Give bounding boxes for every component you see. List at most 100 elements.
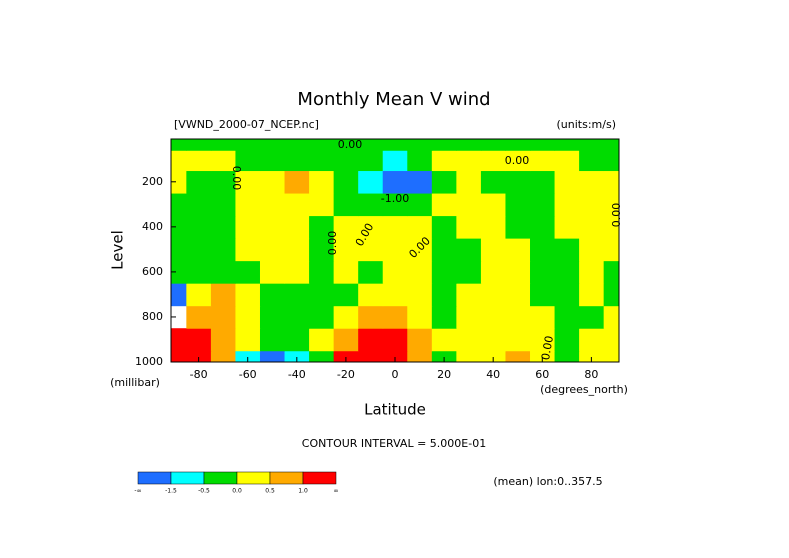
- x-tick-label: -40: [288, 368, 306, 381]
- field-cell: [186, 215, 212, 239]
- field-cell: [259, 260, 286, 284]
- field-cell: [186, 328, 212, 352]
- field-cell: [382, 305, 408, 329]
- field-cell: [603, 238, 620, 262]
- field-cell: [407, 193, 433, 217]
- field-cell: [186, 238, 212, 262]
- field-cell: [186, 170, 212, 194]
- y-axis-units: (millibar): [110, 376, 160, 389]
- field-cell: [186, 260, 212, 284]
- field-cell: [235, 150, 261, 172]
- field-cell: [579, 150, 605, 172]
- field-cell: [579, 328, 605, 352]
- field-cell: [603, 150, 620, 172]
- x-tick-label: 60: [535, 368, 549, 381]
- field-cell: [407, 139, 433, 151]
- field-cell: [407, 350, 433, 363]
- field-cell: [235, 260, 261, 284]
- field-cell: [530, 139, 556, 151]
- field-cell: [505, 170, 531, 194]
- field-cell: [171, 328, 187, 352]
- colorbar-box: [170, 471, 205, 485]
- field-cell: [382, 350, 408, 363]
- field-cell: [530, 350, 556, 363]
- colorbar-box: [269, 471, 304, 485]
- field-cell: [284, 170, 310, 194]
- field-cell: [309, 350, 335, 363]
- field-cell: [530, 260, 556, 284]
- field-cell: [210, 215, 236, 239]
- field-cell: [407, 215, 433, 239]
- field-cell: [309, 283, 335, 307]
- field-cell: [579, 305, 605, 329]
- field-cell: [333, 350, 359, 363]
- field-cell: [554, 215, 580, 239]
- field-cell: [333, 139, 359, 151]
- field-cell: [480, 150, 506, 172]
- field-cell: [210, 193, 236, 217]
- y-tick-label: 600: [142, 265, 163, 278]
- field-cell: [284, 328, 310, 352]
- colorbar-box: [236, 471, 271, 485]
- colorbar-label: 0.5: [265, 488, 275, 495]
- field-cell: [171, 260, 187, 284]
- field-cell: [210, 139, 236, 151]
- field-cell: [284, 238, 310, 262]
- field-cell: [259, 350, 286, 363]
- field-cell: [235, 193, 261, 217]
- contour-label: 0.00: [326, 231, 339, 256]
- field-cell: [358, 193, 384, 217]
- y-tick-label: 200: [142, 175, 163, 188]
- field-cell: [333, 328, 359, 352]
- field-cell: [480, 193, 506, 217]
- field-cell: [358, 215, 384, 239]
- x-tick-label: 20: [437, 368, 451, 381]
- colorbar-label: -1.5: [165, 488, 177, 495]
- field-cell: [554, 139, 580, 151]
- field-cell: [456, 260, 482, 284]
- field-cell: [333, 193, 359, 217]
- field-cell: [480, 305, 506, 329]
- field-cell: [358, 238, 384, 262]
- field-cell: [186, 139, 212, 151]
- field-cell: [554, 238, 580, 262]
- field-cell: [382, 170, 408, 194]
- field-cell: [579, 170, 605, 194]
- field-cell: [358, 328, 384, 352]
- chart-title: Monthly Mean V wind: [297, 89, 490, 110]
- field-cell: [480, 260, 506, 284]
- field-cell: [407, 283, 433, 307]
- field-cell: [431, 283, 457, 307]
- field-cell: [171, 170, 187, 194]
- field-cell: [603, 193, 620, 217]
- field-cell: [530, 328, 556, 352]
- field-cell: [210, 150, 236, 172]
- field-cell: [358, 139, 384, 151]
- units: (units:m/s): [557, 118, 617, 131]
- field-cell: [505, 260, 531, 284]
- field-cell: [235, 215, 261, 239]
- field-cell: [235, 238, 261, 262]
- field-cell: [382, 283, 408, 307]
- field-cell: [358, 305, 384, 329]
- field-cell: [530, 215, 556, 239]
- field-cell: [480, 328, 506, 352]
- field-cell: [431, 260, 457, 284]
- field-cell: [186, 305, 212, 329]
- field-cell: [186, 283, 212, 307]
- field-cell: [431, 139, 457, 151]
- field-cell: [456, 238, 482, 262]
- field-cell: [259, 170, 286, 194]
- field-cell: [333, 238, 359, 262]
- contour-label: 0.00: [610, 203, 623, 228]
- field-cell: [309, 328, 335, 352]
- field-cell: [284, 305, 310, 329]
- field-cell: [530, 170, 556, 194]
- note: (mean) lon:0..357.5: [493, 475, 602, 488]
- field-cell: [456, 139, 482, 151]
- field-cell: [407, 170, 433, 194]
- colorbar-label: -0.5: [198, 488, 210, 495]
- field-cell: [480, 139, 506, 151]
- field-cell: [505, 139, 531, 151]
- field-cell: [284, 215, 310, 239]
